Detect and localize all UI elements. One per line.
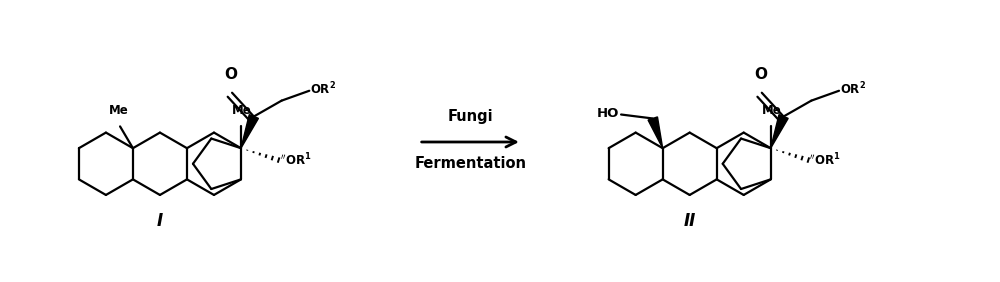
Polygon shape — [241, 114, 258, 148]
Text: I: I — [157, 212, 163, 230]
Text: Fermentation: Fermentation — [414, 156, 526, 171]
Text: II: II — [684, 212, 696, 230]
Text: OR$\mathbf{^2}$: OR$\mathbf{^2}$ — [310, 80, 336, 97]
Text: Me: Me — [762, 105, 782, 118]
Text: Fungi: Fungi — [447, 109, 493, 124]
Text: Me: Me — [232, 105, 252, 118]
Polygon shape — [771, 114, 788, 148]
Text: O: O — [225, 67, 238, 82]
Text: HO: HO — [597, 107, 619, 120]
Text: $\mathbf{''}$OR$\mathbf{^1}$: $\mathbf{''}$OR$\mathbf{^1}$ — [280, 152, 311, 168]
Polygon shape — [648, 117, 663, 148]
Text: O: O — [754, 67, 767, 82]
Text: $\mathbf{''}$OR$\mathbf{^1}$: $\mathbf{''}$OR$\mathbf{^1}$ — [809, 152, 841, 168]
Text: Me: Me — [109, 105, 129, 118]
Text: OR$\mathbf{^2}$: OR$\mathbf{^2}$ — [840, 80, 866, 97]
